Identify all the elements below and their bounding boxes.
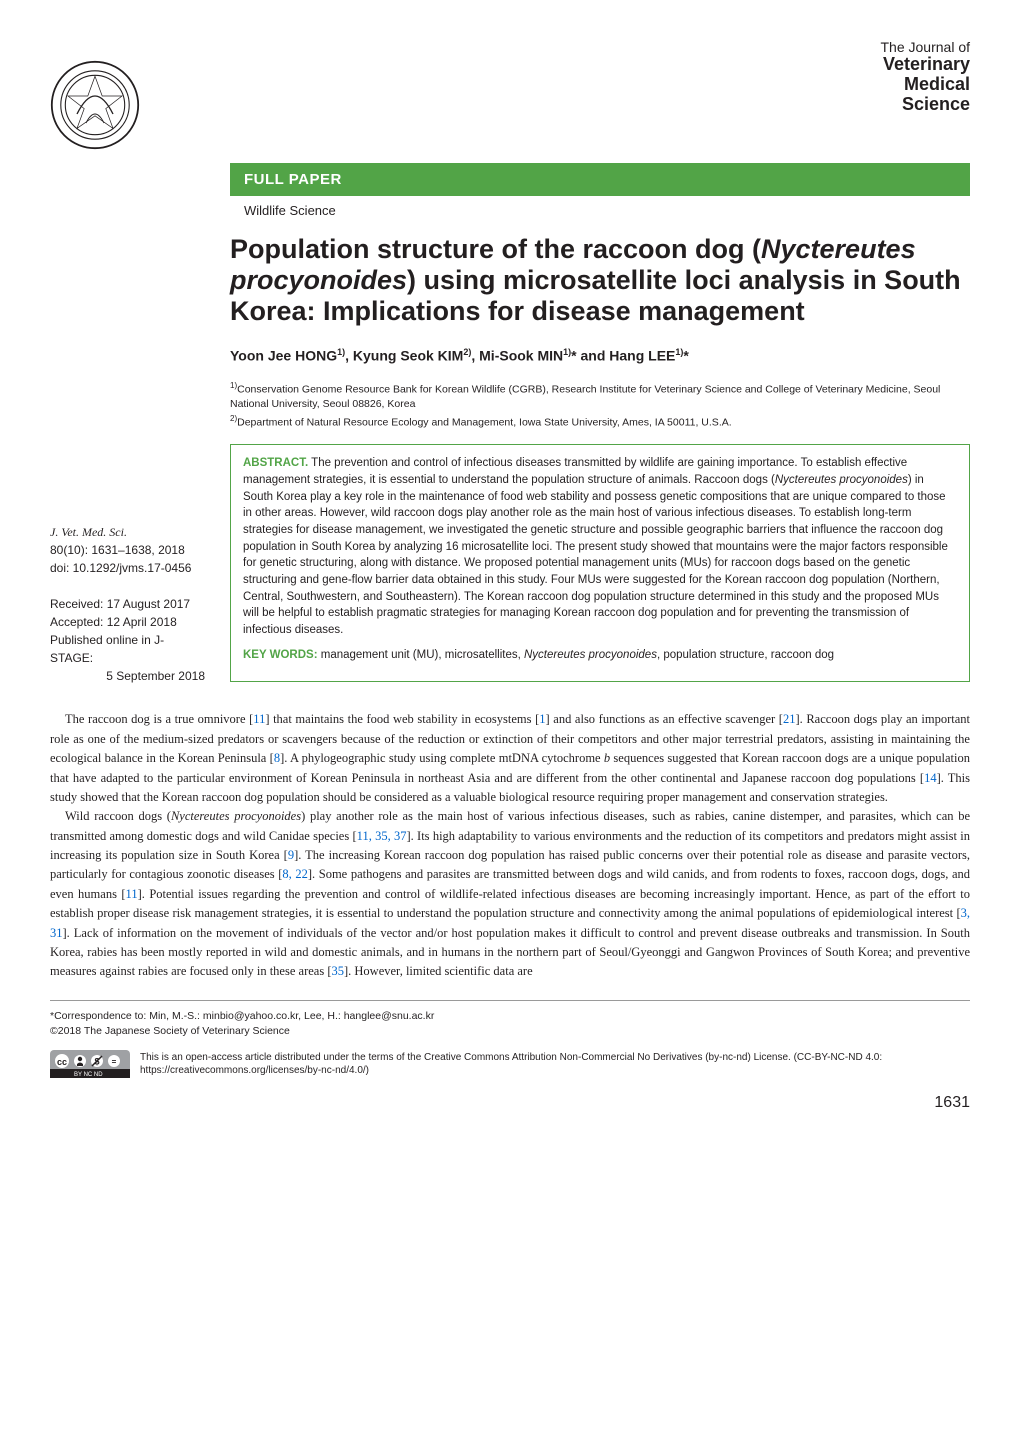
published-label: Published online in J-STAGE: bbox=[50, 631, 205, 667]
abstract-box: ABSTRACT. The prevention and control of … bbox=[230, 444, 970, 682]
svg-text:BY NC ND: BY NC ND bbox=[74, 1072, 103, 1078]
accepted-date: Accepted: 12 April 2018 bbox=[50, 613, 205, 631]
section-label: Wildlife Science bbox=[230, 196, 970, 234]
correspondence-line: *Correspondence to: Min, M.-S.: minbio@y… bbox=[50, 1009, 970, 1025]
svg-text:=: = bbox=[112, 1058, 117, 1067]
journal-abbrev: J. Vet. Med. Sci. bbox=[50, 523, 205, 541]
title-pre: Population structure of the raccoon dog … bbox=[230, 234, 761, 264]
keywords-text: management unit (MU), microsatellites, N… bbox=[321, 649, 834, 661]
article-title: Population structure of the raccoon dog … bbox=[230, 234, 970, 345]
abstract-label: ABSTRACT. bbox=[243, 457, 308, 469]
license-text: This is an open-access article distribut… bbox=[140, 1051, 970, 1078]
authors-line: Yoon Jee HONG1), Kyung Seok KIM2), Mi-So… bbox=[230, 346, 970, 366]
abstract-paragraph: ABSTRACT. The prevention and control of … bbox=[243, 455, 957, 638]
footer-notes: *Correspondence to: Min, M.-S.: minbio@y… bbox=[50, 1009, 970, 1079]
volume-pages: 80(10): 1631–1638, 2018 bbox=[50, 541, 205, 559]
top-row: The Journal of Veterinary Medical Scienc… bbox=[50, 40, 970, 155]
affiliation-1: 1)Conservation Genome Resource Bank for … bbox=[230, 380, 970, 413]
cc-badge-icon: cc $ = BY NC ND bbox=[50, 1050, 130, 1078]
copyright-line: ©2018 The Japanese Society of Veterinary… bbox=[50, 1024, 970, 1040]
society-seal-wrap bbox=[50, 40, 140, 155]
received-date: Received: 17 August 2017 bbox=[50, 595, 205, 613]
full-paper-banner: FULL PAPER bbox=[230, 163, 970, 196]
page-root: The Journal of Veterinary Medical Scienc… bbox=[0, 0, 1020, 1145]
footer-separator bbox=[50, 1000, 970, 1001]
svg-text:cc: cc bbox=[57, 1057, 67, 1067]
doi-text: doi: 10.1292/jvms.17-0456 bbox=[50, 559, 205, 577]
keywords-label: KEY WORDS: bbox=[243, 649, 318, 661]
content-row: J. Vet. Med. Sci. 80(10): 1631–1638, 201… bbox=[50, 163, 970, 710]
license-row: cc $ = BY NC ND This is an open-access a… bbox=[50, 1050, 970, 1078]
journal-logo: The Journal of Veterinary Medical Scienc… bbox=[881, 40, 971, 115]
journal-logo-line4: Science bbox=[881, 95, 971, 115]
citation-block: J. Vet. Med. Sci. 80(10): 1631–1638, 201… bbox=[50, 523, 205, 577]
main-column: FULL PAPER Wildlife Science Population s… bbox=[230, 163, 970, 710]
page-number: 1631 bbox=[50, 1092, 970, 1114]
dates-block: Received: 17 August 2017 Accepted: 12 Ap… bbox=[50, 595, 205, 685]
keywords-paragraph: KEY WORDS: management unit (MU), microsa… bbox=[243, 647, 957, 664]
affiliations: 1)Conservation Genome Resource Bank for … bbox=[230, 380, 970, 431]
body-paragraph-2: Wild raccoon dogs (Nyctereutes procyonoi… bbox=[50, 807, 970, 981]
affiliation-2: 2)Department of Natural Resource Ecology… bbox=[230, 413, 970, 431]
society-seal-icon bbox=[50, 60, 140, 150]
body-paragraph-1: The raccoon dog is a true omnivore [11] … bbox=[50, 710, 970, 807]
body-text: The raccoon dog is a true omnivore [11] … bbox=[50, 710, 970, 981]
abstract-text: The prevention and control of infectious… bbox=[243, 457, 948, 636]
journal-logo-line1: The Journal of bbox=[881, 40, 971, 55]
journal-logo-line3: Medical bbox=[881, 75, 971, 95]
journal-logo-line2: Veterinary bbox=[881, 55, 971, 75]
left-sidebar: J. Vet. Med. Sci. 80(10): 1631–1638, 201… bbox=[50, 163, 205, 710]
published-date: 5 September 2018 bbox=[50, 667, 205, 685]
